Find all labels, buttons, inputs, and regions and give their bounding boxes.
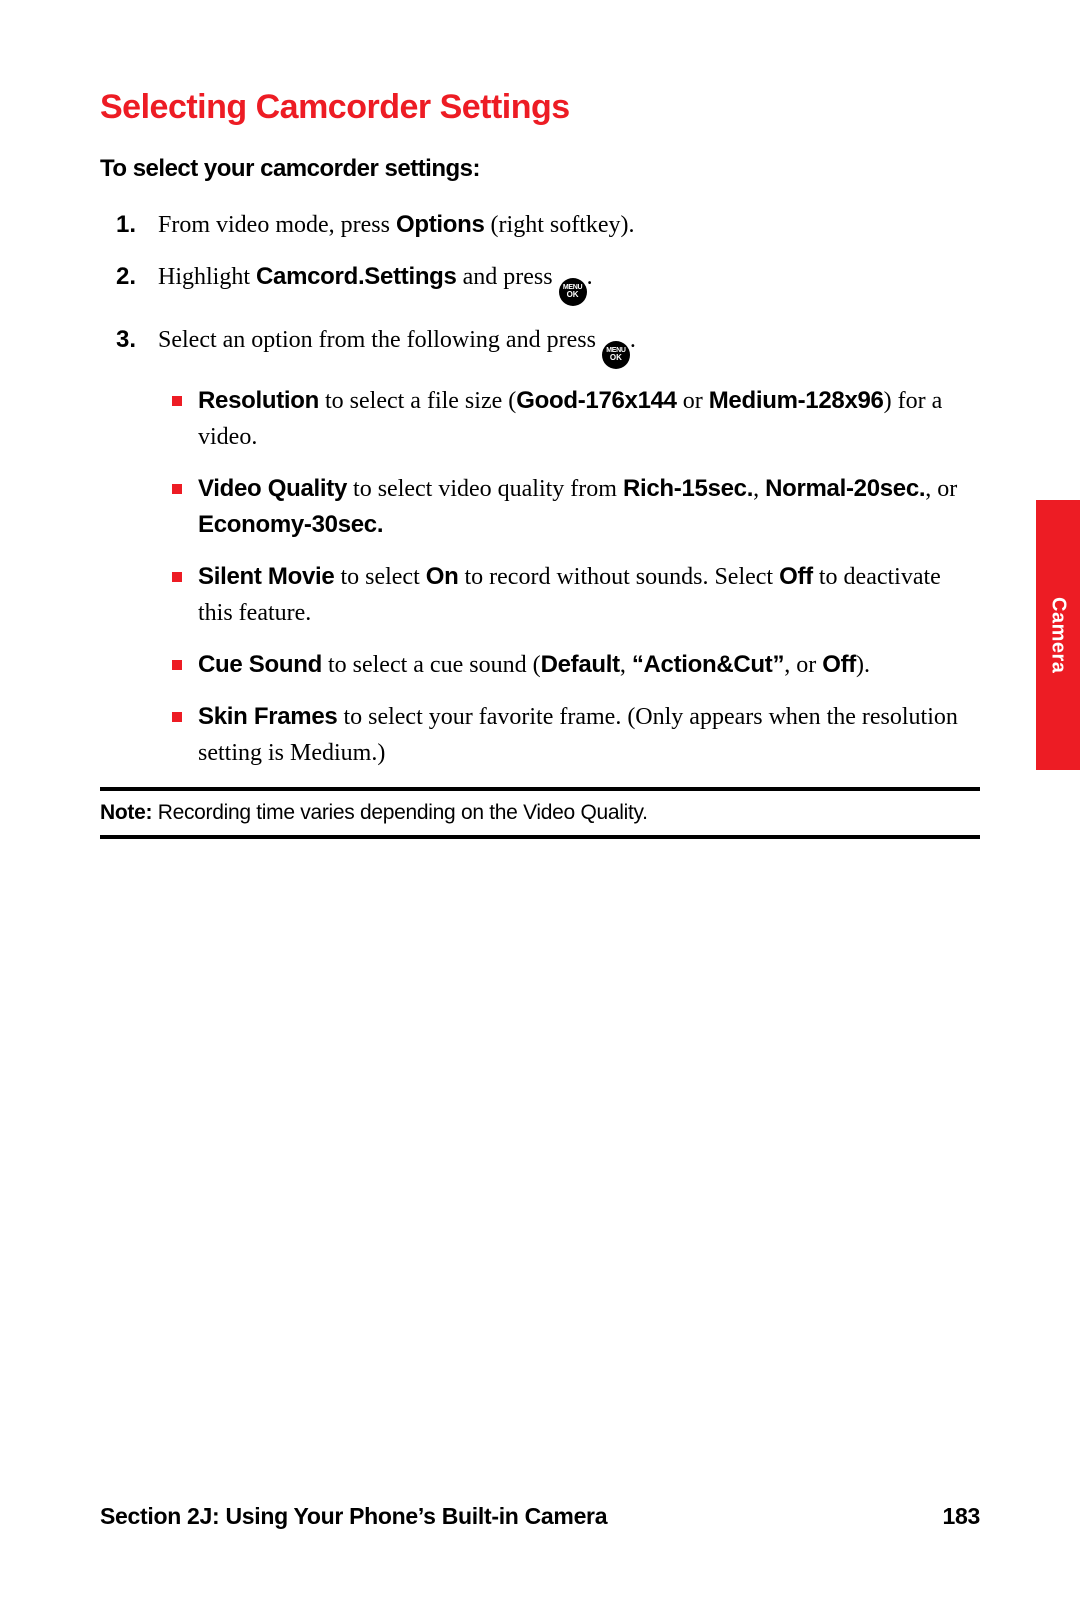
bold-options: Options	[396, 211, 485, 238]
option-resolution: Resolution to select a file size (Good-1…	[198, 383, 980, 455]
text: or	[677, 388, 709, 414]
bold: Off	[822, 651, 856, 678]
bold: Good-176x144	[516, 387, 676, 414]
ok-label: OK	[610, 354, 622, 361]
step-3: Select an option from the following and …	[158, 322, 980, 771]
option-silent-movie: Silent Movie to select On to record with…	[198, 559, 980, 631]
note-box: Note: Recording time varies depending on…	[100, 787, 980, 839]
bold: Default	[541, 651, 620, 678]
menu-ok-icon: MENUOK	[602, 341, 630, 369]
step-2: Highlight Camcord.Settings and press MEN…	[158, 259, 980, 306]
text: Select an option from the following and …	[158, 327, 602, 353]
menu-ok-icon: MENUOK	[559, 278, 587, 306]
page-footer: Section 2J: Using Your Phone’s Built-in …	[100, 1503, 980, 1530]
steps-list: From video mode, press Options (right so…	[100, 207, 980, 771]
text: , or	[784, 652, 822, 678]
bold: On	[426, 563, 459, 590]
ok-label: OK	[567, 291, 579, 298]
note-label: Note:	[100, 801, 152, 824]
footer-page-number: 183	[943, 1503, 980, 1530]
bold: Skin Frames	[198, 703, 337, 730]
page-title: Selecting Camcorder Settings	[100, 88, 980, 127]
text: From video mode, press	[158, 212, 396, 238]
bold: “Action&Cut”	[632, 651, 784, 678]
option-cue-sound: Cue Sound to select a cue sound (Default…	[198, 647, 980, 683]
bold: Video Quality	[198, 475, 347, 502]
bold: Off	[779, 563, 813, 590]
bold: Normal-20sec.	[765, 475, 925, 502]
bold: Cue Sound	[198, 651, 322, 678]
side-tab-camera: Camera	[1036, 500, 1080, 770]
step-1: From video mode, press Options (right so…	[158, 207, 980, 243]
text: to record without sounds. Select	[458, 564, 779, 590]
subheading: To select your camcorder settings:	[100, 155, 980, 183]
side-tab-label: Camera	[1047, 597, 1070, 673]
text: to select	[334, 564, 425, 590]
option-video-quality: Video Quality to select video quality fr…	[198, 471, 980, 543]
page-content: Selecting Camcorder Settings To select y…	[0, 0, 1080, 839]
text: .	[587, 264, 593, 290]
note-text: Recording time varies depending on the V…	[152, 801, 648, 824]
text: to select a file size (	[319, 388, 516, 414]
option-skin-frames: Skin Frames to select your favorite fram…	[198, 699, 980, 771]
bold: Resolution	[198, 387, 319, 414]
text: (right softkey).	[485, 212, 635, 238]
options-list: Resolution to select a file size (Good-1…	[158, 383, 980, 771]
text: Highlight	[158, 264, 256, 290]
footer-section: Section 2J: Using Your Phone’s Built-in …	[100, 1503, 607, 1530]
bold: Medium-128x96	[709, 387, 884, 414]
text: ,	[620, 652, 632, 678]
text: .	[630, 327, 636, 353]
text: ,	[753, 476, 765, 502]
text: , or	[925, 476, 957, 502]
text: to select a cue sound (	[322, 652, 541, 678]
text: to select video quality from	[347, 476, 623, 502]
text: and press	[457, 264, 559, 290]
bold: Rich-15sec.	[623, 475, 753, 502]
text: ).	[856, 652, 870, 678]
bold: Economy-30sec.	[198, 511, 383, 538]
bold-camcord-settings: Camcord.Settings	[256, 263, 457, 290]
bold: Silent Movie	[198, 563, 334, 590]
